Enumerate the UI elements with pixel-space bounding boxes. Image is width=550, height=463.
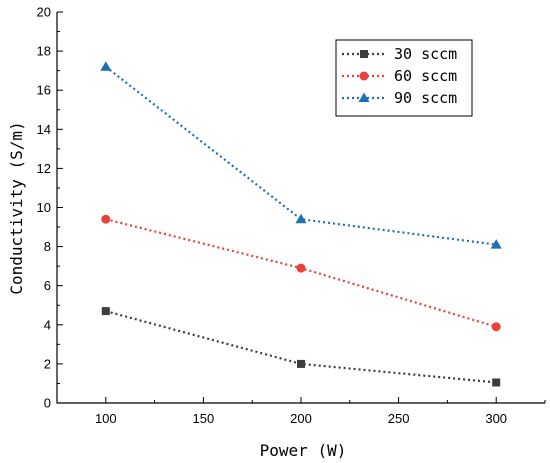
x-tick-label: 300 <box>485 411 507 426</box>
legend-label: 30 sccm <box>394 45 457 63</box>
legend-label: 60 sccm <box>394 67 457 85</box>
data-point <box>491 322 501 332</box>
y-tick-label: 4 <box>44 317 51 332</box>
plot-area: 0 2 4 6 8 10 12 14 16 18 20 100 150 200 250 300 30 sccm 6… <box>37 5 546 426</box>
data-point <box>297 359 305 368</box>
legend-swatch-marker <box>358 92 370 102</box>
y-tick-label: 18 <box>37 44 51 59</box>
y-tick-label: 0 <box>44 396 51 411</box>
data-point <box>100 61 112 71</box>
data-point <box>490 239 502 249</box>
data-point <box>295 213 307 224</box>
data-point <box>101 214 111 224</box>
x-tick-label: 250 <box>388 411 410 426</box>
legend-swatch-marker <box>360 50 368 58</box>
y-tick-label: 16 <box>37 83 51 98</box>
x-tick-label: 150 <box>193 411 215 426</box>
y-tick-label: 2 <box>44 356 51 371</box>
series-line-1 <box>105 218 497 328</box>
legend-label: 90 sccm <box>394 89 457 107</box>
x-axis-title: Power (W) <box>260 441 347 460</box>
x-tick-label: 100 <box>95 411 117 426</box>
data-point <box>492 378 501 387</box>
y-tick-label: 10 <box>37 200 51 215</box>
legend-swatch-marker <box>359 71 369 81</box>
series-line-0 <box>105 310 497 384</box>
y-tick-label: 14 <box>37 122 51 137</box>
y-tick-label: 20 <box>37 5 51 20</box>
x-tick-label: 200 <box>290 411 312 426</box>
y-tick-label: 12 <box>37 161 51 176</box>
y-tick-label: 6 <box>44 278 51 293</box>
legend-box <box>335 39 473 117</box>
data-point <box>101 307 110 316</box>
y-axis-title: Conductivity (S/m) <box>7 121 26 294</box>
y-tick-label: 8 <box>44 239 51 254</box>
data-point <box>296 263 306 273</box>
